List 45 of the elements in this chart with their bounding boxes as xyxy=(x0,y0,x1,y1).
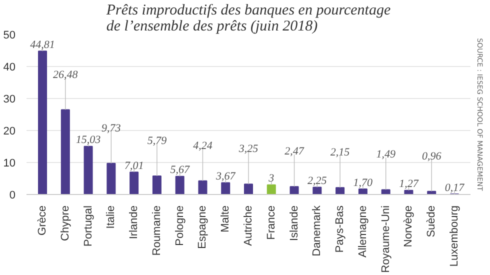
x-tick-label: Roumanie xyxy=(150,206,163,256)
y-tick-label: 10 xyxy=(3,158,16,170)
x-tick-label: Grèce xyxy=(36,205,49,236)
data-label: 15,03 xyxy=(76,134,102,146)
x-tick-label: Royaume-Uni xyxy=(380,205,392,273)
x-tick-label: Danemark xyxy=(311,205,324,256)
x-tick-label: Malte xyxy=(220,205,232,232)
data-label: 5,67 xyxy=(170,164,190,176)
data-label: 5,79 xyxy=(147,134,168,147)
data-label: 44,81 xyxy=(30,38,55,51)
x-tick-label: France xyxy=(265,205,278,240)
x-tick-label: Islande xyxy=(288,205,300,241)
data-label: 1,49 xyxy=(376,148,396,161)
data-label: 2,47 xyxy=(284,146,304,158)
data-label: 9,73 xyxy=(102,122,122,134)
data-label: 3,25 xyxy=(238,143,259,156)
x-tick-label: Pays-Bas xyxy=(334,205,346,253)
x-tick-label: Luxembourg xyxy=(448,205,460,267)
y-tick-label: 30 xyxy=(3,94,16,106)
x-tick-label: Norvège xyxy=(402,206,415,248)
x-tick-label: Allemagne xyxy=(356,205,369,258)
data-label: 7,01 xyxy=(124,160,144,172)
data-label: 1,27 xyxy=(399,178,419,190)
y-tick-label: 40 xyxy=(3,62,16,74)
x-tick-label: Pologne xyxy=(174,205,186,246)
data-label: 3,67 xyxy=(214,170,236,183)
x-tick-label: Chypre xyxy=(59,205,72,241)
data-label: 26,48 xyxy=(53,68,78,81)
data-label: 4,24 xyxy=(193,140,213,152)
data-label: 2,15 xyxy=(330,146,350,159)
x-tick-label: Italie xyxy=(105,205,118,229)
y-tick-label: 50 xyxy=(3,30,16,42)
x-tick-label: Suède xyxy=(426,205,438,238)
data-label: 0,96 xyxy=(422,150,442,162)
data-label: 0,17 xyxy=(444,182,465,194)
y-tick-label: 20 xyxy=(3,126,16,138)
y-tick-label: 0 xyxy=(9,190,16,202)
x-tick-label: Autriche xyxy=(242,205,254,246)
x-tick-label: Portugal xyxy=(82,205,94,246)
x-tick-label: Irlande xyxy=(128,205,140,240)
data-label: 1,70 xyxy=(353,176,374,189)
data-label: 2,25 xyxy=(308,175,328,188)
x-tick-label: Espagne xyxy=(196,205,209,249)
chart-title: Prêts improductifs des banques en pourcentage de l’ensemble des prêts (juin 2018) xyxy=(105,2,391,34)
data-label: 3 xyxy=(268,172,275,185)
